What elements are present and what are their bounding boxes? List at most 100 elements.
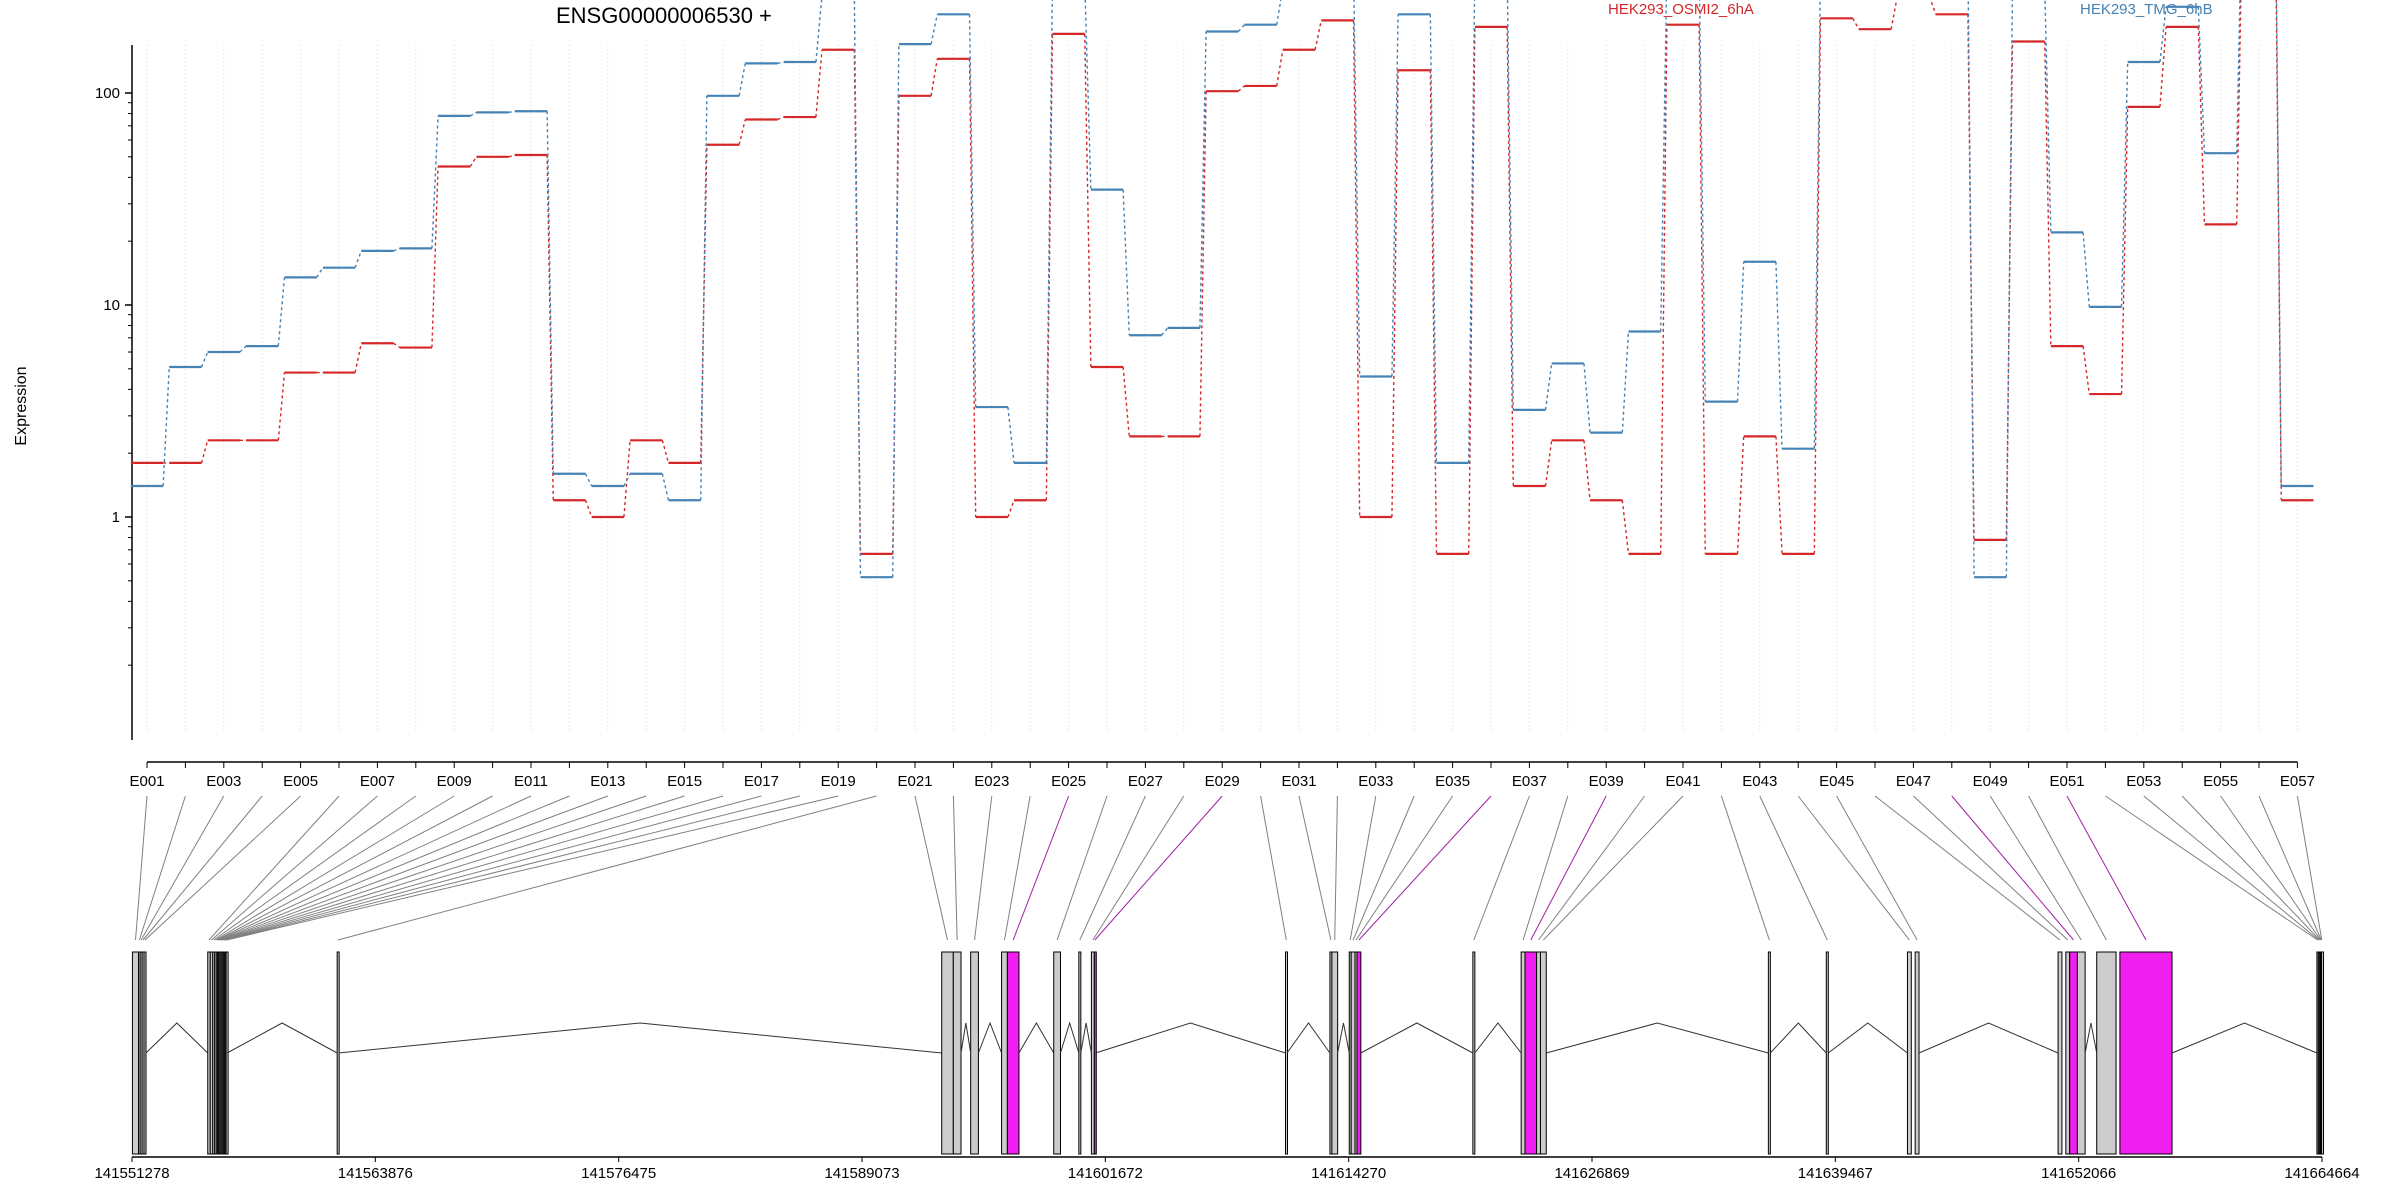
intron-line <box>1286 1022 1331 1054</box>
expression-connector <box>1506 26 1514 487</box>
expression-connector <box>1122 366 1130 437</box>
exon-connector-line <box>1092 795 1185 941</box>
x-tick-label: E045 <box>1819 773 1854 790</box>
intron-line <box>1360 1022 1474 1054</box>
x-tick-label: E053 <box>2126 773 2161 790</box>
expression-connector <box>1775 261 1783 449</box>
intron-line <box>1769 1022 1827 1054</box>
exon-connector-line <box>1352 795 1415 941</box>
exon-box <box>1536 951 1541 1155</box>
exon-connectors <box>135 795 2323 941</box>
expression-connector <box>1698 24 1706 554</box>
expression-connector <box>584 473 593 487</box>
x-tick-label: E019 <box>821 773 856 790</box>
genomic-tick-label: 141563876 <box>338 1165 413 1182</box>
exon-connector-line <box>1079 795 1146 941</box>
expression-connector <box>815 0 823 63</box>
expression-connector <box>2082 346 2090 395</box>
axes: 1101001000 <box>95 45 2298 768</box>
exon-connector-line <box>1913 795 2069 941</box>
expression-connector <box>2159 26 2167 107</box>
expression-connector <box>393 342 401 349</box>
expression-connector <box>1122 189 1130 336</box>
exon-connector-line <box>1334 795 1338 941</box>
x-tick-label: E031 <box>1281 773 1316 790</box>
exon-connector-line <box>974 795 993 941</box>
genomic-tick-label: 141601672 <box>1068 1165 1143 1182</box>
intron-line <box>338 1022 942 1054</box>
x-tick-label: E039 <box>1589 773 1624 790</box>
gene-model: 141551278 141563876 141576475 141589073 1416… <box>94 951 2360 1182</box>
x-tick-label: E049 <box>1973 773 2008 790</box>
genomic-tick-label: 141589073 <box>824 1165 899 1182</box>
exon-connector-line <box>140 795 225 941</box>
expression-connector <box>777 116 784 121</box>
expression-connector <box>2044 0 2052 233</box>
exon-box <box>1331 951 1339 1155</box>
expression-connector <box>1391 14 1399 377</box>
exon-box <box>941 951 954 1155</box>
x-tick-label: E025 <box>1051 773 1086 790</box>
exon-connector-line <box>1951 795 2074 941</box>
y-tick-label: 10 <box>103 297 120 314</box>
exon-connector-line <box>226 795 839 941</box>
expression-connector <box>316 267 324 278</box>
series-lines <box>130 0 2314 579</box>
expression-connector <box>623 473 631 487</box>
exon-connector-line <box>1260 795 1287 941</box>
expression-connector <box>2275 0 2282 501</box>
exon-connector-line <box>1759 795 1828 941</box>
exon-connector-line <box>1836 795 1918 941</box>
exon-box <box>2076 951 2086 1155</box>
x-tick-label: E017 <box>744 773 779 790</box>
expression-connector <box>200 440 209 464</box>
exon-box <box>1524 951 1538 1155</box>
expression-connector <box>1736 436 1745 554</box>
exon-box <box>1825 951 1829 1155</box>
genomic-tick-label: 141576475 <box>581 1165 656 1182</box>
expression-connector <box>277 277 286 347</box>
exon-connector-line <box>217 795 532 941</box>
exon-labels: E001 E003 E005 E007 E009 E011 E013 E015 E017 E019… <box>129 773 2314 790</box>
expression-connector <box>1583 440 1591 501</box>
exon-box <box>1520 951 1526 1155</box>
exon-connector-line <box>2066 795 2147 941</box>
exon-connector-line <box>2143 795 2320 941</box>
chart-title: ENSG00000006530 + <box>556 3 772 28</box>
expression-connector <box>1352 20 1361 518</box>
expression-connector <box>930 14 938 45</box>
expression-connector <box>354 250 362 268</box>
expression-connector <box>815 49 823 118</box>
exon-box <box>2321 951 2325 1155</box>
exon-connector-line <box>1355 795 1454 941</box>
exon-box <box>952 951 962 1155</box>
expression-connector <box>661 440 670 464</box>
expression-connector <box>853 0 862 578</box>
expression-connector <box>1160 327 1169 336</box>
expression-connector <box>968 58 977 518</box>
y-tick-label: 1 <box>112 509 120 526</box>
exon-box <box>1906 951 1912 1155</box>
expression-connector <box>1813 0 1821 449</box>
expression-connector <box>546 111 554 474</box>
expression-connector <box>1621 331 1630 433</box>
intron-line <box>1918 1022 2059 1054</box>
exon-connector-line <box>1538 795 1646 941</box>
expression-connector <box>393 247 400 252</box>
expression-connector <box>1276 0 1282 25</box>
expression-connector <box>892 44 900 578</box>
expression-connector <box>1314 20 1322 50</box>
expression-connector <box>1544 440 1553 487</box>
expression-connector <box>1813 18 1822 554</box>
gridlines <box>146 45 2298 732</box>
exon-connector-line <box>1056 795 1108 941</box>
intron-line <box>1095 1022 1286 1054</box>
exon-connector-line <box>223 795 724 941</box>
genomic-tick-label: 141664664 <box>2284 1165 2359 1182</box>
x-tick-label: E023 <box>974 773 1009 790</box>
exon-connector-line <box>337 795 877 941</box>
exon-connector-line <box>142 795 263 941</box>
expression-connector <box>661 473 670 501</box>
exon-box <box>2119 951 2173 1155</box>
expression-connector <box>2044 41 2052 347</box>
